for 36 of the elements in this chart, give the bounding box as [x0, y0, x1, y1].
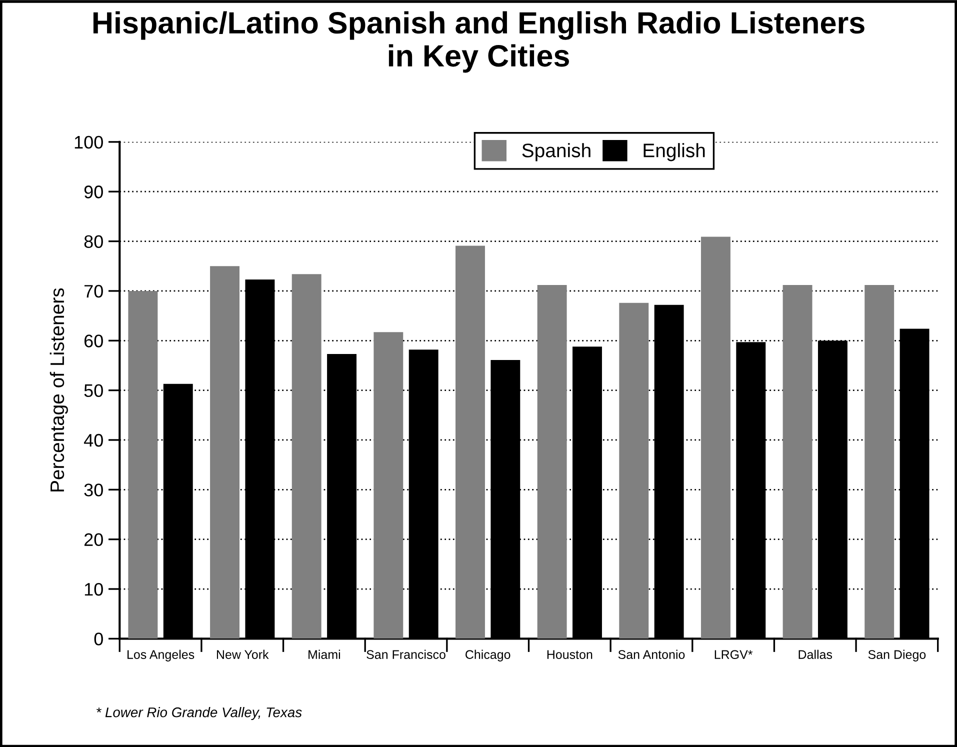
bar: [374, 332, 404, 639]
x-tick-label: Los Angeles: [128, 650, 194, 662]
bar: [210, 266, 240, 639]
y-tick-label: 50: [84, 384, 103, 398]
bar: [864, 284, 894, 639]
bar: [537, 284, 567, 639]
x-tick-label: LRGV*: [714, 650, 753, 659]
bar: [619, 302, 649, 639]
bar: [292, 274, 322, 639]
y-tick-label: 40: [84, 434, 103, 447]
legend-label: English: [644, 143, 705, 162]
y-tick-label: 70: [84, 284, 103, 298]
x-tick-label: San Diego: [868, 650, 926, 662]
y-axis-title: Percentage of Listeners: [50, 288, 68, 492]
x-tick-label: San Antonio: [618, 650, 685, 659]
chart-title: Hispanic/Latino Spanish and English Radio Listeners in Key Cities: [93, 11, 864, 73]
bar: [782, 284, 812, 639]
y-tick-label: 30: [84, 484, 103, 496]
y-tick-label: 60: [84, 334, 103, 348]
y-tick-label: 0: [94, 632, 103, 646]
bar: [128, 290, 158, 639]
y-tick-label: 90: [84, 186, 103, 198]
x-tick-label: San Francisco: [366, 650, 446, 659]
text: * Lower Rio Grande Valley, Texas: [96, 707, 302, 720]
y-tick-label: 20: [84, 533, 103, 546]
y-tick-label: 100: [74, 136, 103, 149]
x-tick-label: New York: [216, 650, 269, 659]
bar: [456, 246, 485, 639]
x-tick-label: Chicago: [466, 650, 510, 662]
y-tick-label: 80: [84, 235, 103, 248]
x-tick-label: Miami: [308, 650, 340, 659]
legend-label: Spanish: [522, 143, 590, 162]
bar: [700, 236, 730, 639]
x-tick-label: Houston: [547, 650, 592, 659]
y-tick-label: 10: [84, 582, 103, 596]
x-tick-label: Dallas: [798, 650, 832, 659]
